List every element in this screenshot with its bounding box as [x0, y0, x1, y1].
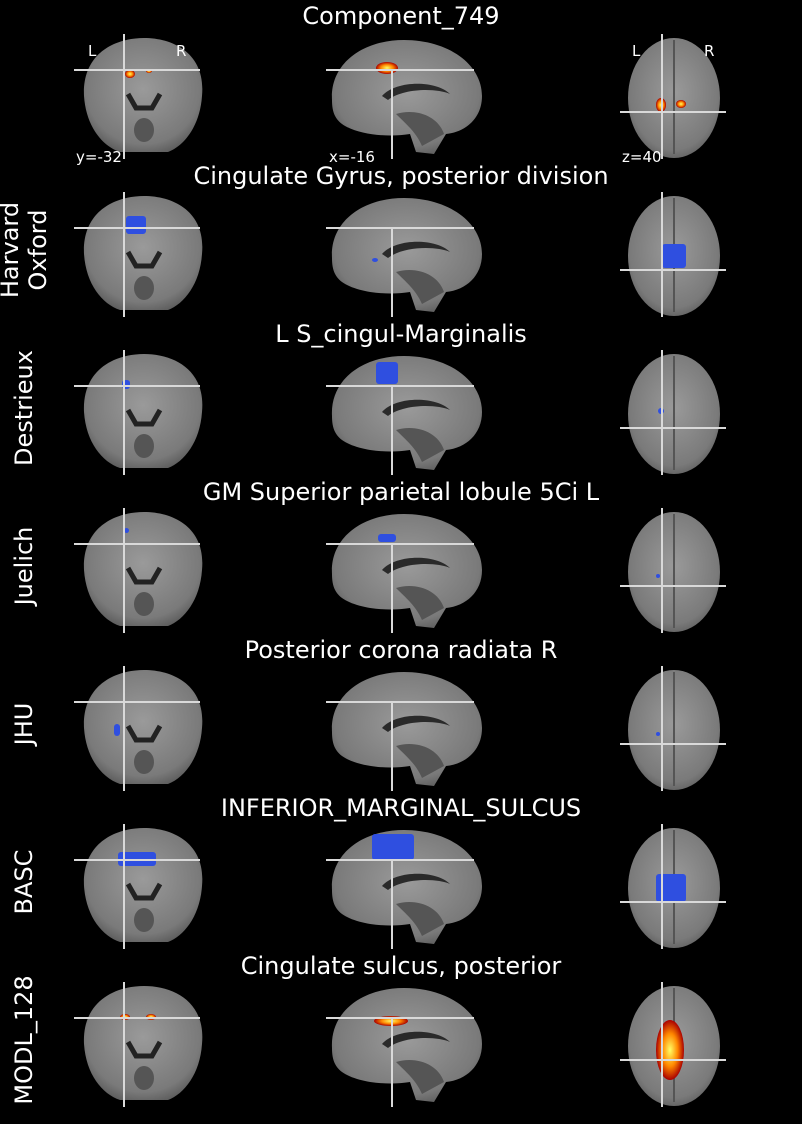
atlas-region-overlay [662, 244, 686, 268]
sagittal-view [326, 982, 486, 1107]
row-title: L S_cingul-Marginalis [275, 320, 527, 348]
coronal-view [74, 192, 214, 317]
sagittal-view [326, 666, 486, 791]
axial-view [620, 666, 730, 791]
activation-blob [676, 100, 686, 108]
row-component: Component_749 L R L R y=-32 x=-16 z=40 [0, 0, 802, 166]
activation-blob [656, 1020, 684, 1080]
sagittal-view [326, 192, 486, 317]
axial-view [620, 824, 730, 949]
atlas-region-overlay [114, 724, 120, 736]
coronal-coordinate: y=-32 [76, 148, 122, 166]
coronal-view [74, 666, 214, 791]
coronal-view [74, 350, 214, 475]
atlas-region-overlay [124, 528, 129, 533]
atlas-region-overlay [372, 258, 378, 262]
atlas-label-text: Harvard Oxford [0, 201, 52, 299]
row-jhu: Posterior corona radiata R JHU [0, 634, 802, 792]
axial-view [620, 982, 730, 1107]
atlas-region-overlay [656, 874, 686, 902]
left-marker: L [632, 42, 641, 60]
sagittal-view [326, 824, 486, 949]
row-title: Cingulate Gyrus, posterior division [193, 162, 609, 190]
row-harvard-oxford: Cingulate Gyrus, posterior division Harv… [0, 160, 802, 318]
atlas-label: Destrieux [8, 340, 40, 476]
sagittal-view [326, 34, 486, 159]
activation-blob [376, 62, 398, 74]
atlas-label-text: Juelich [10, 526, 38, 606]
activation-blob [125, 70, 135, 78]
atlas-region-overlay [376, 362, 398, 384]
left-marker: L [88, 42, 97, 60]
right-marker: R [704, 42, 715, 60]
atlas-label: BASC [8, 814, 40, 950]
row-title: Cingulate sulcus, posterior [240, 952, 562, 980]
right-marker: R [176, 42, 187, 60]
row-basc: INFERIOR_MARGINAL_SULCUS BASC [0, 792, 802, 950]
sagittal-coordinate: x=-16 [329, 148, 375, 166]
axial-view [620, 34, 730, 159]
coronal-view [74, 824, 214, 949]
row-title: GM Superior parietal lobule 5Ci L [202, 478, 600, 506]
axial-coordinate: z=40 [622, 148, 662, 166]
row-title: INFERIOR_MARGINAL_SULCUS [220, 794, 582, 822]
row-juelich: GM Superior parietal lobule 5Ci L Juelic… [0, 476, 802, 634]
sagittal-view [326, 508, 486, 633]
axial-view [620, 350, 730, 475]
atlas-region-overlay [656, 574, 660, 578]
atlas-label: Juelich [8, 498, 40, 634]
atlas-label: MODL_128 [8, 972, 40, 1108]
row-modl-128: Cingulate sulcus, posterior MODL_128 [0, 950, 802, 1108]
atlas-label-text: JHU [10, 702, 38, 746]
atlas-label-text: Destrieux [10, 350, 38, 466]
atlas-region-overlay [126, 216, 146, 234]
atlas-label: JHU [8, 656, 40, 792]
coronal-view [74, 34, 214, 159]
sagittal-view [326, 350, 486, 475]
atlas-region-overlay [656, 732, 660, 736]
row-title: Component_749 [302, 2, 500, 30]
atlas-region-overlay [378, 534, 396, 542]
atlas-label-text: MODL_128 [10, 975, 38, 1105]
axial-view [620, 508, 730, 633]
atlas-region-overlay [372, 834, 414, 860]
row-title: Posterior corona radiata R [244, 636, 558, 664]
coronal-view [74, 982, 214, 1107]
axial-view [620, 192, 730, 317]
row-destrieux: L S_cingul-Marginalis Destrieux [0, 318, 802, 476]
atlas-label-text: BASC [10, 849, 38, 915]
atlas-label: Harvard Oxford [0, 182, 52, 318]
coronal-view [74, 508, 214, 633]
